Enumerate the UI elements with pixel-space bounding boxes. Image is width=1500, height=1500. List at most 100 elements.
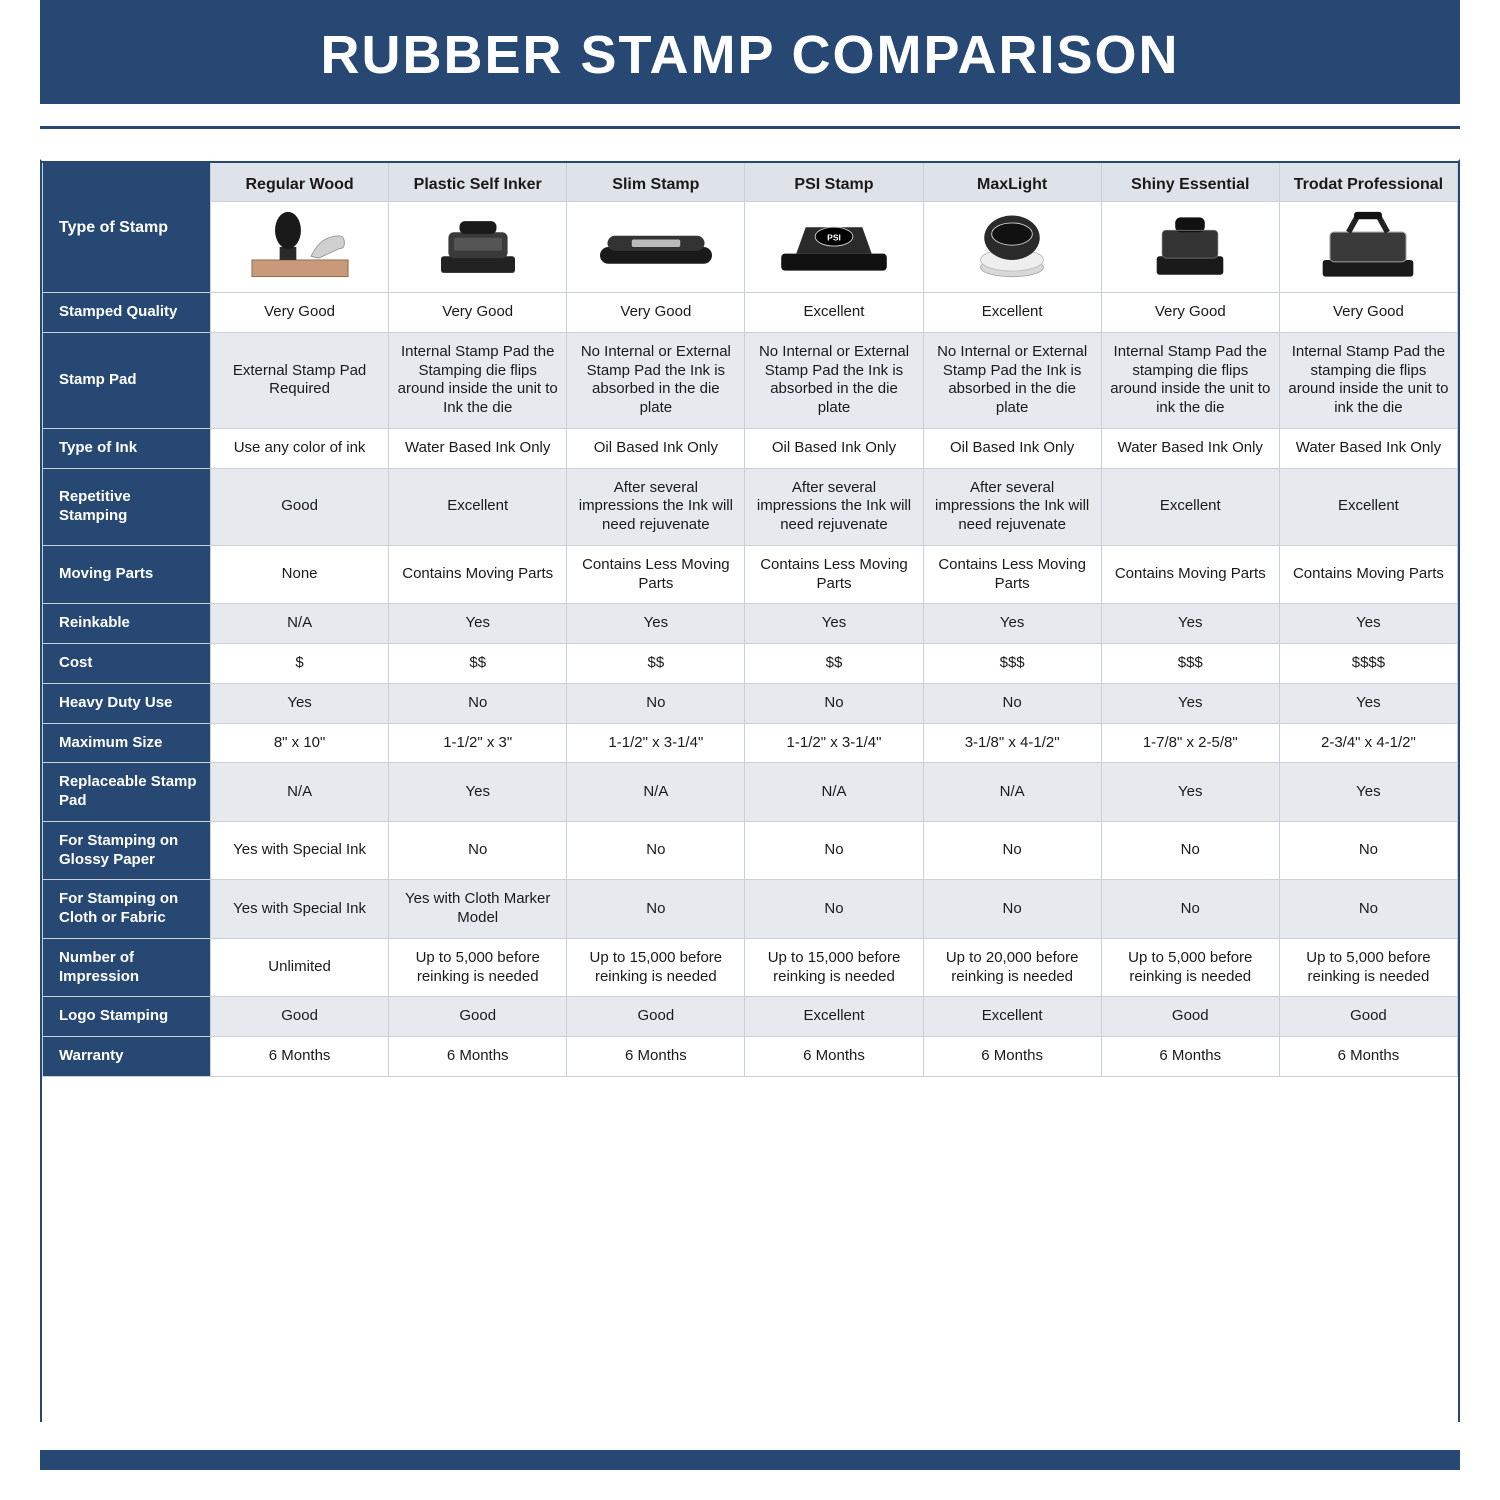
row-header: Replaceable Stamp Pad [43, 763, 211, 822]
table-cell: Oil Based Ink Only [567, 428, 745, 468]
table-cell: Yes [211, 683, 389, 723]
table-cell: 6 Months [389, 1037, 567, 1077]
table-cell: Yes [1279, 763, 1457, 822]
table-cell: No [567, 880, 745, 939]
table-cell: Internal Stamp Pad the stamping die flip… [1101, 332, 1279, 428]
table-cell: Good [211, 468, 389, 545]
table-cell: Oil Based Ink Only [923, 428, 1101, 468]
table-cell: Yes [567, 604, 745, 644]
table-cell: No [745, 683, 923, 723]
col-header: PSI Stamp [745, 162, 923, 202]
row-header: Maximum Size [43, 723, 211, 763]
table-cell: After several impressions the Ink will n… [745, 468, 923, 545]
row-header: Repetitive Stamping [43, 468, 211, 545]
table-cell: After several impressions the Ink will n… [923, 468, 1101, 545]
col-header: MaxLight [923, 162, 1101, 202]
table-cell: No Internal or External Stamp Pad the In… [923, 332, 1101, 428]
table-cell: 6 Months [1101, 1037, 1279, 1077]
stamp-image-cell: PSI [745, 202, 923, 293]
row-header: Heavy Duty Use [43, 683, 211, 723]
table-cell: $$$ [923, 644, 1101, 684]
row-header: Moving Parts [43, 545, 211, 604]
row-header: Logo Stamping [43, 997, 211, 1037]
table-cell: Contains Less Moving Parts [567, 545, 745, 604]
table-row: Moving PartsNoneContains Moving PartsCon… [43, 545, 1458, 604]
psi-stamp-icon: PSI [749, 208, 918, 286]
table-cell: No [1279, 821, 1457, 880]
table-cell: $$ [567, 644, 745, 684]
table-cell: $$$$ [1279, 644, 1457, 684]
table-row: Replaceable Stamp PadN/AYesN/AN/AN/AYesY… [43, 763, 1458, 822]
table-cell: Contains Moving Parts [1279, 545, 1457, 604]
row-header: For Stamping on Glossy Paper [43, 821, 211, 880]
table-cell: Yes [1101, 763, 1279, 822]
row-header: Stamped Quality [43, 293, 211, 333]
row-header: Cost [43, 644, 211, 684]
table-cell: 6 Months [567, 1037, 745, 1077]
stamp-image-cell [567, 202, 745, 293]
title-bar: RUBBER STAMP COMPARISON [40, 0, 1460, 104]
table-cell: No Internal or External Stamp Pad the In… [745, 332, 923, 428]
table-cell: 1-1/2" x 3-1/4" [567, 723, 745, 763]
self-inker-stamp-icon [393, 208, 562, 286]
stamp-image-cell [1279, 202, 1457, 293]
col-header: Trodat Professional [1279, 162, 1457, 202]
table-cell: $ [211, 644, 389, 684]
table-cell: No [1101, 821, 1279, 880]
table-row: For Stamping on Cloth or Fabric Yes with … [43, 880, 1458, 939]
table-cell: External Stamp Pad Required [211, 332, 389, 428]
table-cell: Excellent [389, 468, 567, 545]
comparison-table: Type of Stamp Regular Wood Plastic Self … [42, 161, 1458, 1077]
table-cell: Good [567, 997, 745, 1037]
table-cell: Very Good [389, 293, 567, 333]
row-header: Reinkable [43, 604, 211, 644]
comparison-table-wrap: Type of Stamp Regular Wood Plastic Self … [40, 159, 1460, 1422]
table-cell: Oil Based Ink Only [745, 428, 923, 468]
table-cell: Yes with Cloth Marker Model [389, 880, 567, 939]
table-cell: Contains Moving Parts [1101, 545, 1279, 604]
table-cell: Very Good [1279, 293, 1457, 333]
table-cell: N/A [567, 763, 745, 822]
table-cell: Yes [1101, 683, 1279, 723]
title-underline [40, 126, 1460, 129]
table-cell: Contains Less Moving Parts [923, 545, 1101, 604]
table-row: ReinkableN/AYesYesYesYesYesYes [43, 604, 1458, 644]
row-header: Number of Impression [43, 938, 211, 997]
table-cell: N/A [923, 763, 1101, 822]
row-header: For Stamping on Cloth or Fabric [43, 880, 211, 939]
table-cell: Very Good [1101, 293, 1279, 333]
col-header: Shiny Essential [1101, 162, 1279, 202]
bottom-brand-bar [40, 1450, 1460, 1470]
trodat-professional-stamp-icon [1284, 208, 1453, 286]
table-cell: 6 Months [1279, 1037, 1457, 1077]
svg-text:PSI: PSI [827, 232, 841, 242]
table-cell: Yes [745, 604, 923, 644]
table-cell: 3-1/8" x 4-1/2" [923, 723, 1101, 763]
table-row: For Stamping on Glossy PaperYes with Spe… [43, 821, 1458, 880]
table-cell: Contains Less Moving Parts [745, 545, 923, 604]
stamp-image-cell [211, 202, 389, 293]
table-cell: Internal Stamp Pad the Stamping die flip… [389, 332, 567, 428]
table-row: Cost$$$$$$$$$$$$$$$$$ [43, 644, 1458, 684]
table-cell: After several impressions the Ink will n… [567, 468, 745, 545]
table-cell: Water Based Ink Only [1101, 428, 1279, 468]
table-cell: Yes with Special Ink [211, 821, 389, 880]
stamp-image-cell [389, 202, 567, 293]
slim-stamp-icon [571, 208, 740, 286]
maxlight-round-stamp-icon [928, 208, 1097, 286]
table-body: Stamped QualityVery GoodVery GoodVery Go… [43, 293, 1458, 1077]
table-cell: Up to 15,000 before reinking is needed [567, 938, 745, 997]
table-cell: Excellent [923, 997, 1101, 1037]
table-row: Number of ImpressionUnlimitedUp to 5,000… [43, 938, 1458, 997]
table-cell: 1-1/2" x 3" [389, 723, 567, 763]
table-cell: Up to 5,000 before reinking is needed [389, 938, 567, 997]
table-cell: Yes [1279, 604, 1457, 644]
table-cell: Excellent [923, 293, 1101, 333]
table-cell: Use any color of ink [211, 428, 389, 468]
table-row: Logo StampingGoodGoodGoodExcellentExcell… [43, 997, 1458, 1037]
table-cell: No [923, 683, 1101, 723]
table-cell: No [1101, 880, 1279, 939]
table-cell: Up to 5,000 before reinking is needed [1101, 938, 1279, 997]
table-cell: None [211, 545, 389, 604]
table-cell: No [567, 683, 745, 723]
